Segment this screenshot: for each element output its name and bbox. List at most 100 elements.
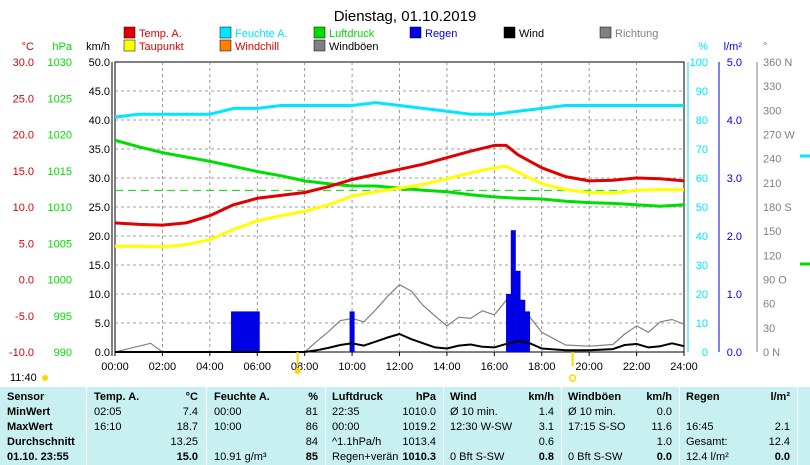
axis-tick-label: 60 [763, 299, 775, 311]
legend-label: Regen [425, 28, 457, 40]
stats-cell-note: 16:10 [94, 421, 122, 433]
stats-cell-value: 0.0 [774, 451, 790, 463]
axis-tick-label: 25.0 [13, 93, 34, 105]
stats-cell-value: 1010.0 [402, 406, 436, 418]
axis-tick-label: 3.0 [727, 173, 742, 185]
axis-tick-label: 5.0 [19, 238, 34, 250]
axis-tick-label: 0.0 [727, 347, 742, 359]
axis-tick-label: 30.0 [89, 173, 110, 185]
axis-tick-label: 80 [696, 115, 708, 127]
stats-cell-note: ^1.1hPa/h [332, 436, 382, 448]
axis-tick-label: 0.0 [95, 347, 110, 359]
stats-row-label: Durchschnitt [7, 436, 75, 448]
sunset-icon [568, 374, 577, 382]
series-line-windb-en [114, 284, 685, 353]
legend-swatch [219, 39, 232, 52]
rain-bar [240, 311, 246, 352]
stats-cell-value: 1010.3 [402, 451, 436, 463]
chart-title: Dienstag, 01.10.2019 [334, 8, 477, 25]
axis-tick-label: 0.0 [19, 275, 34, 287]
rain-bar [525, 311, 531, 352]
legend-swatch [123, 39, 136, 52]
axis-tick-label: 1010 [48, 202, 72, 214]
axis-tick-label: 50.0 [89, 57, 110, 69]
rain-bar [510, 230, 516, 352]
stats-cell-note: Ø 10 min. [568, 406, 616, 418]
legend-swatch [409, 26, 422, 39]
axis-tick-label: 1025 [48, 93, 72, 105]
header-wind: Wind [450, 391, 477, 403]
legend-swatch [313, 39, 326, 52]
legend-label: Luftdruck [329, 28, 375, 40]
axis-tick-label: 210 [763, 178, 781, 190]
axis-tick-label: 0 [702, 347, 708, 359]
stats-cell-value: 2.1 [774, 421, 790, 433]
axis-unit-label: °C [22, 41, 34, 53]
rain-bar [250, 311, 256, 352]
stats-cell-note: 17:15 S-SO [568, 421, 626, 433]
legend-label: Temp. A. [139, 28, 182, 40]
axes: °C 30.0 25.0 20.0 15.0 10.0 5.0 0.0 -5.0 -10.0 hPa… [9, 41, 810, 359]
axis-tick-label: 5.0 [95, 318, 110, 330]
stats-cell-note: Gesamt: [686, 436, 728, 448]
stats-cell-value: 86 [305, 421, 318, 433]
axis-tick-label: 240 [763, 154, 781, 166]
stats-cell-value: 0.0 [656, 451, 672, 463]
stats-cell-note: 00:00 [332, 421, 360, 433]
axis-tick-label: 2.0 [727, 231, 742, 243]
axis-tick-label: 60 [696, 173, 708, 185]
rain-bar [245, 311, 251, 352]
header-rain: Regen [686, 391, 720, 403]
legend-label: Feuchte A. [235, 28, 288, 40]
axis-tick-label: 50 [696, 202, 708, 214]
axis-tick-label: 100 [690, 57, 708, 69]
series-line-wind [115, 333, 685, 353]
axis-tick-label: 1.0 [727, 289, 742, 301]
stats-cell-value: 0.8 [538, 451, 554, 463]
header-pressure-unit: hPa [415, 391, 436, 403]
x-tick-label: 22:00 [623, 361, 651, 373]
header-sensor: Sensor [7, 391, 45, 403]
axis-tick-label: 360 N [763, 57, 792, 69]
x-tick-label: 20:00 [575, 361, 603, 373]
x-tick-label: 12:00 [386, 361, 414, 373]
header-humidity: Feuchte A. [214, 391, 270, 403]
weather-chart: Dienstag, 01.10.2019 Temp. A. Feuchte A. L… [9, 8, 810, 384]
x-tick-label: 04:00 [196, 361, 224, 373]
axis-tick-label: -5.0 [15, 311, 34, 323]
axis-tick-label: 90 [696, 86, 708, 98]
stats-cell-value: 1019.2 [402, 421, 436, 433]
stats-cell-value: 81 [305, 406, 318, 418]
stats-row: MinWert 02:05 7.4 00:00 81 22:35 1010.0 Ø 10 mi… [0, 406, 810, 420]
axis-tick-label: 150 [763, 226, 781, 238]
legend-swatch [123, 26, 136, 39]
x-tick-label: 00:00 [101, 361, 129, 373]
legend-swatch [313, 26, 326, 39]
stats-cell-value: 84 [305, 436, 318, 448]
stats-header-row: Sensor Temp. A. °C Feuchte A. % Luftdruc… [0, 391, 810, 405]
x-tick-label: 06:00 [243, 361, 271, 373]
axis-tick-label: 995 [54, 311, 72, 323]
axis-unit-label: % [698, 41, 708, 53]
axis-tick-label: 20.0 [13, 130, 34, 142]
stats-cell-note: 00:00 [214, 406, 242, 418]
legend-label: Wind [519, 28, 544, 40]
rain-bar [231, 311, 237, 352]
stats-cell-note: 12.4 l/m² [686, 451, 729, 463]
rain-bar [254, 311, 260, 352]
axis-tick-label: 15.0 [89, 260, 110, 272]
axis-tick-label: 70 [696, 144, 708, 156]
x-tick-label: 10:00 [338, 361, 366, 373]
legend-label: Richtung [615, 28, 658, 40]
sunrise-icon [294, 368, 301, 374]
legend-swatch [599, 26, 612, 39]
rain-bar [235, 311, 241, 352]
axis-tick-label: 1020 [48, 130, 72, 142]
stats-cell-note: Ø 10 min. [450, 406, 498, 418]
plot-area [114, 61, 685, 353]
legend-swatch [219, 26, 232, 39]
axis-unit-label: ° [763, 41, 767, 53]
axis-tick-label: 40.0 [89, 115, 110, 127]
x-tick-label: 14:00 [433, 361, 461, 373]
axis-tick-label: 1030 [48, 57, 72, 69]
